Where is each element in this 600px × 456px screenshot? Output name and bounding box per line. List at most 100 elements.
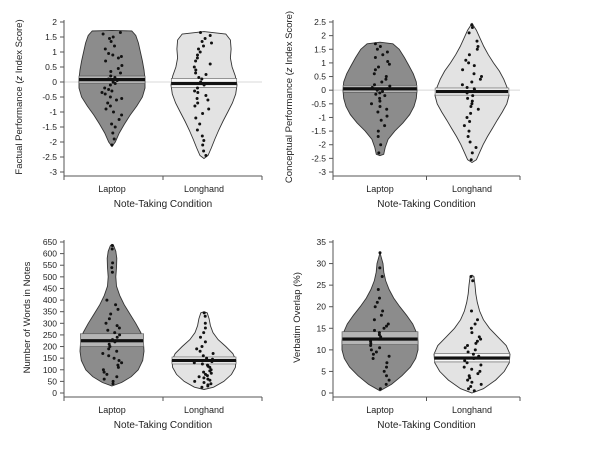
violin-laptop bbox=[342, 41, 418, 157]
data-point bbox=[119, 55, 123, 58]
data-point bbox=[205, 374, 209, 378]
data-point bbox=[111, 35, 115, 39]
data-point bbox=[385, 361, 389, 365]
data-point bbox=[199, 359, 202, 362]
data-point bbox=[196, 53, 199, 57]
data-point bbox=[208, 369, 212, 373]
y-tick-label: 1.5 bbox=[314, 44, 326, 54]
data-point bbox=[106, 101, 110, 105]
data-point bbox=[386, 322, 390, 326]
data-point bbox=[201, 112, 205, 115]
data-point bbox=[466, 96, 470, 100]
data-point bbox=[385, 324, 388, 328]
data-point bbox=[202, 44, 205, 48]
data-point bbox=[101, 352, 105, 355]
data-point bbox=[102, 370, 106, 374]
y-tick-label: 200 bbox=[43, 342, 57, 352]
violin-longhand bbox=[170, 31, 238, 160]
data-point bbox=[116, 56, 120, 60]
data-point bbox=[195, 128, 199, 132]
data-point bbox=[108, 104, 112, 108]
data-point bbox=[376, 288, 380, 291]
data-point bbox=[117, 326, 121, 330]
data-point bbox=[467, 53, 471, 57]
y-tick-label: 600 bbox=[43, 249, 57, 259]
data-point bbox=[110, 247, 114, 251]
data-point bbox=[472, 64, 476, 68]
y-tick-label: 15 bbox=[317, 323, 327, 333]
x-tick-label: Laptop bbox=[98, 184, 126, 194]
data-point bbox=[112, 137, 116, 141]
data-point bbox=[376, 135, 380, 138]
x-tick-label: Laptop bbox=[98, 405, 126, 415]
data-point bbox=[107, 52, 111, 55]
data-point bbox=[111, 338, 114, 342]
data-point bbox=[372, 72, 376, 76]
data-point bbox=[207, 107, 211, 111]
data-point bbox=[117, 359, 121, 362]
data-point bbox=[474, 146, 478, 149]
data-point bbox=[194, 71, 198, 75]
data-point bbox=[198, 50, 202, 54]
data-point bbox=[373, 83, 376, 87]
violin-longhand bbox=[433, 274, 511, 394]
data-point bbox=[111, 382, 115, 386]
y-tick-label: 2 bbox=[321, 31, 326, 41]
data-point bbox=[381, 90, 384, 93]
data-point bbox=[199, 31, 202, 34]
data-point bbox=[470, 367, 474, 371]
data-point bbox=[472, 72, 476, 76]
data-point bbox=[110, 143, 114, 147]
data-point bbox=[475, 39, 479, 43]
data-point bbox=[203, 314, 207, 318]
data-point bbox=[466, 350, 470, 354]
data-point bbox=[208, 34, 212, 37]
data-point bbox=[469, 326, 473, 330]
data-point bbox=[104, 107, 108, 111]
x-tick-label: Laptop bbox=[366, 405, 394, 415]
data-point bbox=[379, 335, 383, 339]
data-point bbox=[101, 368, 105, 372]
y-tick-label: -2.5 bbox=[42, 152, 57, 162]
data-point bbox=[111, 261, 115, 265]
y-axis-label: Verbatim Overlap (%) bbox=[292, 272, 303, 363]
data-point bbox=[193, 379, 197, 383]
data-point bbox=[387, 62, 391, 66]
data-point bbox=[385, 374, 388, 378]
data-point bbox=[202, 331, 206, 335]
data-point bbox=[468, 120, 472, 123]
data-point bbox=[108, 37, 111, 40]
data-point bbox=[120, 97, 124, 100]
data-point bbox=[107, 88, 111, 91]
data-point bbox=[472, 389, 476, 393]
data-point bbox=[202, 370, 206, 374]
data-point bbox=[472, 357, 476, 360]
data-point bbox=[105, 298, 109, 302]
data-point bbox=[375, 88, 379, 92]
data-point bbox=[110, 89, 114, 93]
y-tick-label: 35 bbox=[317, 237, 327, 247]
data-point bbox=[111, 379, 115, 383]
data-point bbox=[109, 312, 113, 316]
data-point bbox=[378, 91, 382, 95]
data-point bbox=[385, 365, 388, 369]
data-point bbox=[195, 347, 199, 351]
data-point bbox=[378, 346, 382, 350]
data-point bbox=[378, 296, 381, 300]
data-point bbox=[470, 99, 474, 103]
data-point bbox=[370, 102, 373, 106]
chart-panel-4: 0 5 10 15 20 25 30 35 Laptop Longhand Note-Taking … bbox=[292, 237, 521, 431]
data-point bbox=[381, 53, 385, 57]
data-point bbox=[113, 331, 117, 335]
data-point bbox=[373, 305, 377, 309]
data-point bbox=[108, 345, 112, 348]
data-point bbox=[376, 110, 380, 114]
data-point bbox=[104, 321, 108, 325]
data-point bbox=[463, 359, 467, 363]
data-point bbox=[385, 114, 389, 118]
data-point bbox=[380, 80, 384, 84]
data-point bbox=[113, 82, 117, 85]
data-point bbox=[473, 322, 477, 326]
y-tick-label: -0.5 bbox=[311, 99, 326, 109]
